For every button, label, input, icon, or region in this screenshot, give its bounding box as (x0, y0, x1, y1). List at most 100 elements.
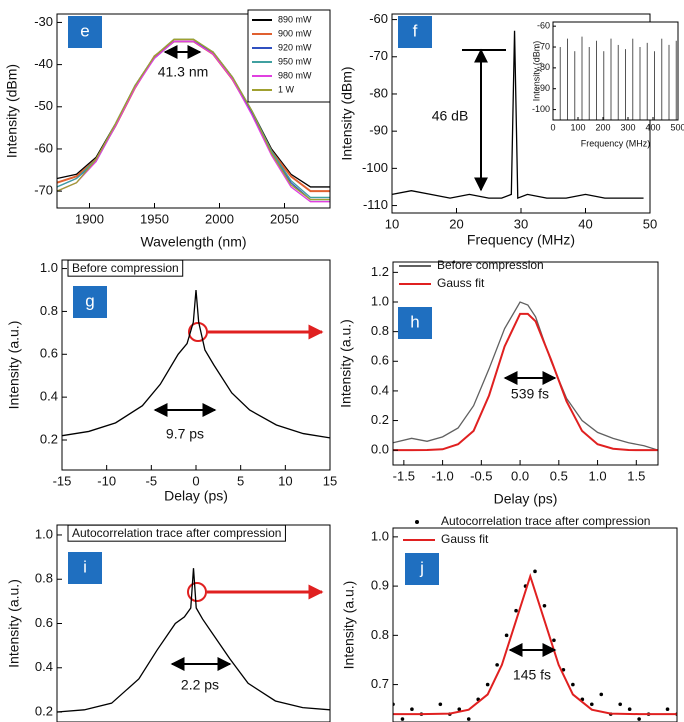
panel: 0 100 200 300 400 500 -100 -90 -80 -70 -60 Frequenc… (531, 21, 684, 149)
y-tick-label: -60 (34, 140, 53, 155)
legend-label: 890 mW (278, 14, 312, 24)
series-line (393, 572, 677, 716)
data-point (542, 603, 547, 608)
legend-label: Gauss fit (437, 276, 485, 290)
plot-area (393, 569, 677, 721)
panel-label-box (68, 16, 102, 48)
legend-label: 920 mW (278, 42, 312, 52)
y-tick-label: -80 (537, 62, 550, 72)
plot-area (62, 289, 330, 439)
data-point (457, 707, 462, 711)
y-tick-label: 0.4 (35, 659, 53, 674)
data-point (590, 702, 594, 707)
y-axis-label: Intensity (a.u.) (6, 579, 22, 668)
panel-label: j (419, 558, 424, 577)
y-axis-label: Intensity (a.u.) (6, 321, 22, 410)
y-tick-label: 0.9 (371, 578, 389, 593)
x-tick-label: 15 (323, 473, 337, 488)
plot-area (393, 301, 658, 452)
title-frame (67, 524, 286, 542)
legend-label: 980 mW (278, 70, 312, 80)
y-tick-label: -100 (532, 104, 550, 114)
series-line (57, 38, 330, 201)
panel: 0.2 0.4 0.6 0.8 1.0 Intensity (a.u.) Autocorre… (6, 524, 331, 722)
series-line (393, 312, 658, 452)
y-tick-label: -40 (34, 56, 53, 71)
y-axis-label: Intensity (a.u.) (341, 581, 357, 670)
data-point (618, 702, 622, 707)
y-tick-label: -60 (369, 11, 388, 26)
y-tick-label: 1.0 (35, 526, 53, 541)
x-tick-label: 0 (550, 122, 555, 132)
data-point (410, 707, 414, 711)
y-tick-label: 0.2 (40, 431, 58, 446)
legend-label: Autocorrelation trace after compression (441, 514, 650, 528)
panel-label-box (398, 307, 432, 339)
x-tick-label: 1.0 (589, 468, 607, 483)
y-tick-label: 0.6 (371, 353, 389, 368)
y-tick-label: -60 (537, 21, 550, 31)
x-tick-label: 1.5 (627, 468, 645, 483)
data-point (514, 608, 518, 613)
y-tick-label: 0.4 (371, 382, 389, 397)
legend-label: Before compression (437, 258, 544, 272)
y-tick-label: 1.0 (40, 260, 58, 275)
data-point (665, 707, 670, 711)
legend-frame (247, 9, 331, 103)
x-tick-label: -15 (53, 473, 72, 488)
x-tick-label: -1.0 (431, 468, 453, 483)
legend-label: 1 W (278, 84, 295, 94)
panel-title: Before compression (72, 261, 179, 275)
x-tick-label: 50 (643, 216, 657, 231)
x-tick-label: -10 (97, 473, 116, 488)
panel: 1900 1950 2000 2050 -70 -60 -50 -40 -30 Wavelengt… (4, 9, 331, 250)
panel-label-box (398, 16, 432, 48)
data-point (438, 702, 443, 707)
data-point (466, 717, 471, 721)
y-tick-label: 0.8 (40, 303, 58, 318)
panel-title: Autocorrelation trace after compression (72, 526, 281, 540)
data-point (533, 569, 537, 574)
x-axis-label: Delay (ps) (494, 491, 558, 507)
data-point (637, 717, 641, 721)
annotation: 539 fs (511, 386, 549, 402)
plot-area (57, 38, 330, 203)
title-frame (67, 259, 184, 277)
plot-area (57, 568, 330, 713)
x-axis-label: Frequency (MHz) (581, 138, 651, 148)
y-tick-label: -80 (369, 85, 388, 100)
x-tick-label: 5 (237, 473, 244, 488)
y-tick-label: -70 (369, 48, 388, 63)
x-tick-label: 40 (578, 216, 592, 231)
data-point (504, 633, 509, 638)
data-point (599, 692, 604, 697)
panel: -15 -10 -5 0 5 10 15 0.2 0.4 0.6 0.8 1.0 Delay (ps) I… (6, 259, 337, 504)
data-point (571, 682, 575, 687)
panel-label-box (405, 553, 439, 585)
annotation: 41.3 nm (158, 64, 209, 80)
annotation: 145 fs (513, 667, 551, 683)
panel-label: g (85, 291, 94, 310)
highlight-circle (187, 582, 207, 602)
y-tick-label: -70 (34, 183, 53, 198)
annotation: 9.7 ps (166, 426, 204, 442)
x-tick-label: 1900 (75, 211, 104, 226)
highlight-circle (188, 322, 208, 342)
y-tick-label: 0.4 (40, 389, 58, 404)
panel-label: f (413, 21, 418, 40)
data-point (485, 682, 490, 687)
y-axis-label: Intensity (dBm) (339, 66, 355, 160)
x-axis-label: Frequency (MHz) (467, 232, 575, 248)
y-axis-label: Intensity (dBm) (531, 41, 541, 102)
data-point (627, 707, 632, 711)
panel-label: i (83, 557, 87, 576)
y-tick-label: -100 (362, 160, 388, 175)
x-tick-label: 0 (192, 473, 199, 488)
data-point (400, 717, 405, 721)
x-tick-label: 300 (620, 122, 635, 132)
y-tick-label: 0.6 (35, 615, 53, 630)
x-tick-label: 500 (670, 122, 684, 132)
series-line (57, 568, 330, 713)
annotation: 2.2 ps (181, 677, 219, 693)
